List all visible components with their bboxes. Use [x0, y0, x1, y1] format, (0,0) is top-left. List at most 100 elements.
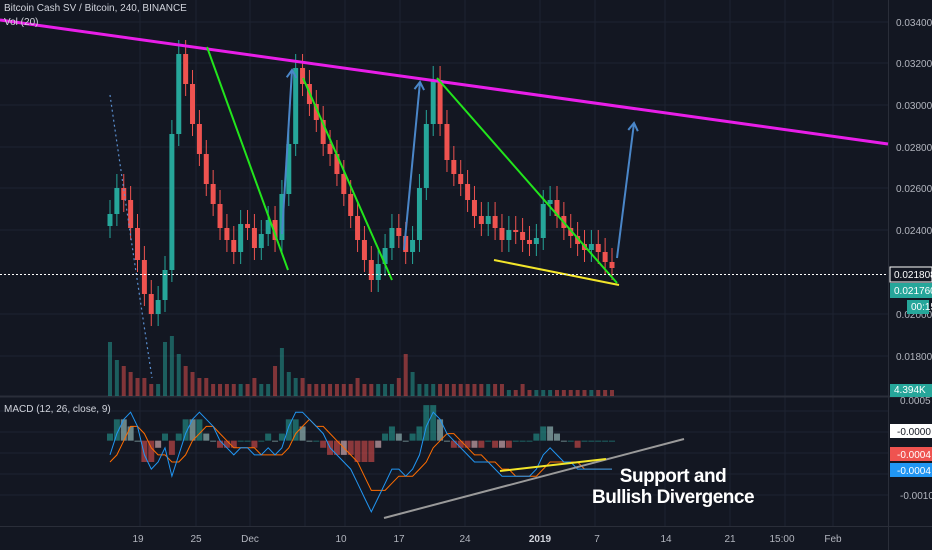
volume-bar	[513, 390, 518, 396]
macd-histogram-bar	[299, 426, 306, 441]
macd-indicator-label: MACD (12, 26, close, 9)	[4, 404, 111, 415]
volume-bar	[224, 384, 229, 396]
candle-body	[478, 216, 484, 224]
projection-arrow	[616, 122, 635, 259]
macd-histogram-bar	[423, 405, 430, 441]
macd-value-tag	[890, 463, 932, 477]
macd-histogram-bar	[320, 440, 327, 448]
volume-bar	[458, 384, 463, 396]
candle-body	[492, 216, 498, 228]
macd-histogram-bar	[333, 440, 340, 455]
volume-bar	[451, 384, 456, 396]
candle-body	[272, 220, 278, 240]
volume-bar	[121, 366, 126, 396]
macd-histogram-bar	[437, 419, 444, 441]
time-axis-tick: 14	[660, 534, 672, 545]
time-axis-tick: 21	[724, 534, 736, 545]
candle-body	[128, 200, 134, 228]
macd-histogram-bar	[251, 440, 258, 448]
macd-histogram-bar	[155, 440, 162, 448]
volume-bar	[548, 390, 553, 396]
macd-histogram-bar	[182, 419, 189, 441]
macd-histogram-bar	[588, 440, 595, 442]
candle-body	[465, 184, 471, 200]
volume-bar	[389, 384, 394, 396]
volume-bar	[238, 384, 243, 396]
macd-histogram-bar	[526, 440, 533, 442]
volume-bar	[582, 390, 587, 396]
time-axis-tick: 19	[132, 534, 144, 545]
macd-histogram-bar	[134, 440, 141, 442]
macd-histogram-bar	[278, 433, 285, 441]
volume-bar	[369, 384, 374, 396]
macd-histogram-bar	[368, 440, 375, 462]
macd-histogram-bar	[416, 426, 423, 441]
volume-bar	[231, 384, 236, 396]
symbol-title: Bitcoin Cash SV / Bitcoin, 240, BINANCE	[4, 3, 187, 14]
volume-bar	[486, 384, 491, 396]
candle-body	[355, 216, 361, 240]
macd-histogram-bar	[464, 440, 471, 448]
candle-body	[361, 240, 367, 260]
macd-histogram-bar	[113, 419, 120, 441]
candle-body	[451, 160, 457, 174]
volume-bar	[348, 384, 353, 396]
volume-bar	[541, 390, 546, 396]
candle-body	[279, 194, 285, 240]
candle-body	[135, 228, 141, 260]
macd-histogram-bar	[430, 405, 437, 441]
resistance-trendline	[0, 18, 889, 146]
macd-histogram-bar	[203, 433, 210, 441]
volume-bar	[568, 390, 573, 396]
candle-body	[327, 144, 333, 154]
candle-body	[575, 236, 581, 244]
candle-body	[341, 174, 347, 194]
candle-body	[368, 260, 374, 280]
price-tag	[890, 384, 932, 397]
macd-histogram-bar	[485, 440, 492, 442]
volume-bar	[355, 378, 360, 396]
projection-arrow-head	[413, 80, 425, 91]
volume-bar	[183, 366, 188, 396]
volume-bar	[499, 384, 504, 396]
volume-bar	[307, 384, 312, 396]
volume-bar	[444, 384, 449, 396]
volume-bar	[176, 354, 181, 396]
volume-bar	[506, 390, 511, 396]
candle-body	[389, 228, 395, 248]
candle-body	[245, 224, 251, 228]
candle-body	[300, 68, 306, 84]
time-axis-tick: 7	[594, 534, 600, 545]
macd-line	[109, 411, 612, 513]
macd-histogram-bar	[505, 440, 512, 448]
volume-bar	[479, 384, 484, 396]
macd-histogram-bar	[540, 426, 547, 441]
macd-histogram-bar	[498, 440, 505, 448]
macd-histogram-bar	[553, 433, 560, 441]
candle-body	[485, 216, 491, 224]
macd-histogram-bar	[457, 440, 464, 448]
volume-bar	[383, 384, 388, 396]
macd-value-tag-text: -0.0000	[897, 427, 931, 438]
volume-bar	[273, 366, 278, 396]
macd-histogram-bar	[237, 440, 244, 442]
downtrend-line	[436, 77, 618, 284]
candle-body	[258, 234, 264, 248]
macd-histogram-bar	[492, 440, 499, 448]
candle-body	[141, 260, 147, 294]
macd-histogram-bar	[347, 440, 354, 455]
candle-body	[238, 224, 244, 252]
projection-arrow	[403, 81, 421, 251]
volume-bar	[211, 384, 216, 396]
macd-histogram-bar	[395, 433, 402, 441]
volume-bar	[575, 390, 580, 396]
macd-histogram-bar	[223, 440, 230, 448]
candle-body	[286, 144, 292, 194]
volume-bar	[561, 390, 566, 396]
macd-support-line	[499, 458, 607, 472]
volume-bar	[341, 384, 346, 396]
